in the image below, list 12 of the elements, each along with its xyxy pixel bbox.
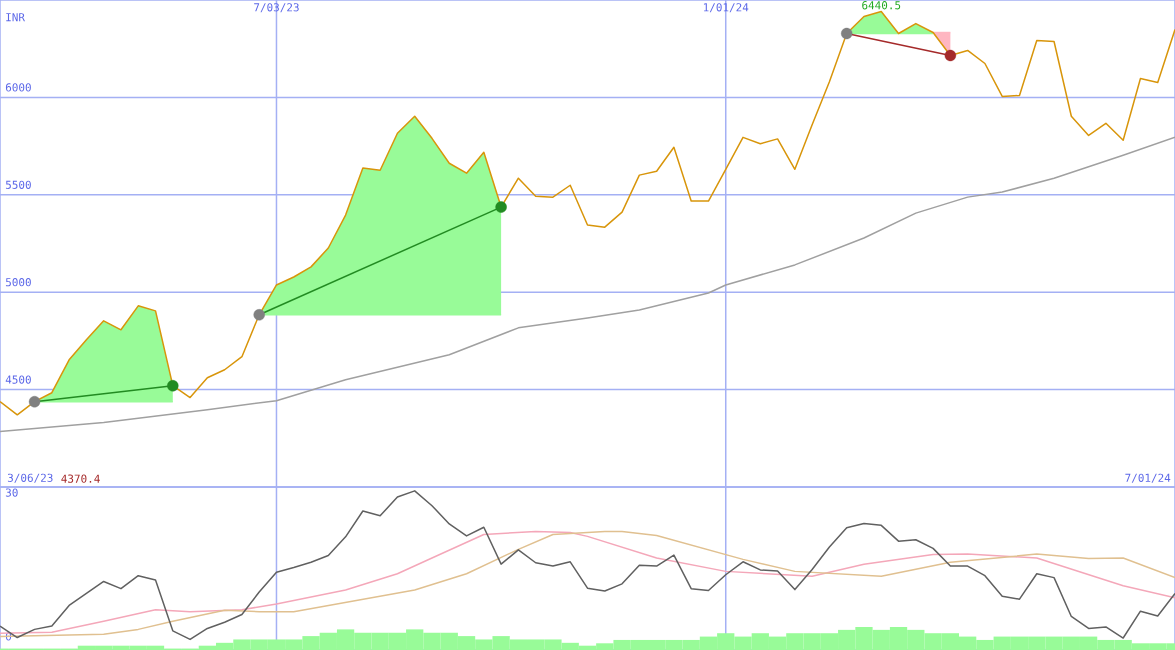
y-tick-label: 4500 [5,375,31,384]
y-tick-label: 30 [5,488,18,497]
annotation: 6440.5 [862,1,901,10]
y-axis-title: INR [6,13,25,22]
annotation: 7/01/24 [1125,473,1171,483]
annotation: 4370.4 [61,474,100,483]
x-tick-label: 1/01/24 [703,3,749,13]
annotation: 3/06/23 [7,473,53,483]
y-tick-label: 5500 [5,180,31,189]
x-tick-label: 7/03/23 [254,3,299,13]
y-tick-label: 6000 [5,83,31,92]
y-tick-label: 5000 [5,278,31,287]
